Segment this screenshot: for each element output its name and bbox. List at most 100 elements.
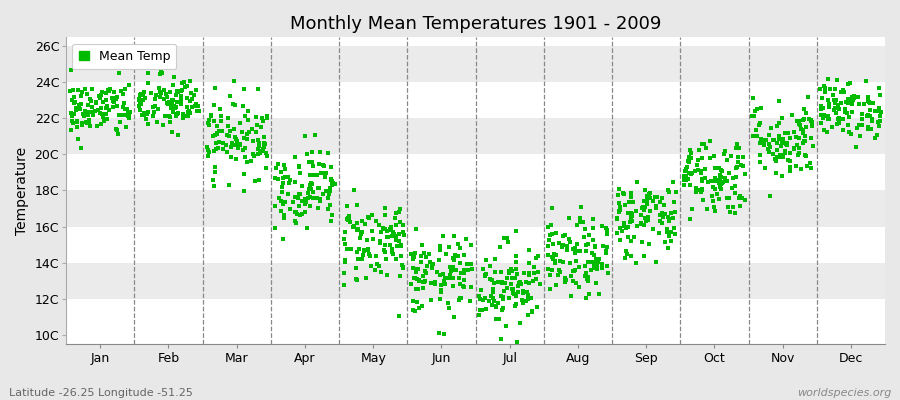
Point	[203, 111, 218, 118]
Point	[640, 192, 654, 199]
Point	[781, 130, 796, 137]
Point	[645, 198, 660, 204]
Point	[678, 168, 692, 174]
Point	[183, 98, 197, 104]
Point	[828, 86, 842, 92]
Point	[722, 195, 736, 201]
Point	[508, 274, 523, 281]
Point	[695, 176, 709, 182]
Point	[694, 167, 708, 174]
Point	[447, 232, 462, 239]
Point	[613, 204, 627, 210]
Point	[804, 135, 818, 142]
Point	[472, 307, 487, 314]
Point	[137, 112, 151, 118]
Point	[256, 118, 270, 124]
Point	[446, 257, 461, 263]
Point	[480, 306, 494, 312]
Point	[475, 297, 490, 304]
Point	[543, 271, 557, 278]
Point	[453, 294, 467, 301]
Point	[169, 92, 184, 98]
Point	[370, 261, 384, 267]
Point	[473, 296, 488, 302]
Point	[600, 263, 615, 270]
Point	[598, 225, 613, 232]
Point	[814, 106, 829, 112]
Point	[609, 216, 624, 222]
Point	[338, 229, 352, 235]
Point	[666, 199, 680, 205]
Point	[168, 104, 183, 110]
Point	[233, 142, 248, 148]
Point	[478, 271, 492, 277]
Point	[713, 172, 727, 179]
Point	[636, 207, 651, 214]
Point	[67, 111, 81, 117]
Point	[595, 223, 609, 229]
Point	[804, 117, 818, 123]
Point	[311, 205, 326, 212]
Point	[305, 194, 320, 201]
Point	[624, 211, 638, 218]
Point	[185, 104, 200, 110]
Point	[120, 106, 134, 112]
Point	[661, 244, 675, 251]
Point	[656, 214, 670, 221]
Point	[247, 138, 261, 144]
Point	[324, 218, 338, 224]
Point	[110, 103, 124, 109]
Point	[110, 94, 124, 100]
Point	[268, 202, 283, 209]
Point	[708, 177, 723, 184]
Point	[610, 215, 625, 221]
Point	[389, 234, 403, 240]
Point	[817, 113, 832, 120]
Point	[390, 243, 404, 249]
Point	[210, 130, 224, 136]
Point	[618, 201, 633, 208]
Point	[798, 110, 813, 116]
Point	[248, 114, 263, 120]
Point	[352, 246, 366, 252]
Point	[620, 224, 634, 231]
Point	[509, 293, 524, 300]
Point	[349, 276, 364, 282]
Point	[652, 230, 666, 236]
Point	[78, 86, 93, 92]
Point	[444, 268, 458, 274]
Point	[441, 305, 455, 312]
Point	[141, 121, 156, 128]
Point	[164, 105, 178, 112]
Point	[735, 194, 750, 201]
Point	[678, 177, 692, 184]
Point	[372, 222, 386, 229]
Point	[378, 249, 392, 255]
Point	[132, 97, 147, 104]
Point	[238, 112, 252, 119]
Point	[501, 239, 516, 245]
Point	[80, 109, 94, 115]
Point	[662, 216, 677, 222]
Point	[662, 214, 676, 220]
Point	[745, 112, 760, 119]
Point	[257, 141, 272, 147]
Point	[600, 231, 615, 238]
Point	[288, 209, 302, 216]
Point	[444, 265, 458, 271]
Point	[652, 212, 667, 218]
Point	[624, 210, 638, 217]
Point	[487, 279, 501, 286]
Point	[132, 100, 147, 106]
Point	[69, 124, 84, 130]
Point	[73, 106, 87, 112]
Point	[251, 86, 266, 92]
Point	[316, 162, 330, 168]
Point	[666, 178, 680, 185]
Point	[579, 242, 593, 248]
Point	[437, 275, 452, 282]
Point	[566, 278, 580, 284]
Point	[821, 96, 835, 103]
Point	[166, 97, 180, 103]
Point	[852, 133, 867, 140]
